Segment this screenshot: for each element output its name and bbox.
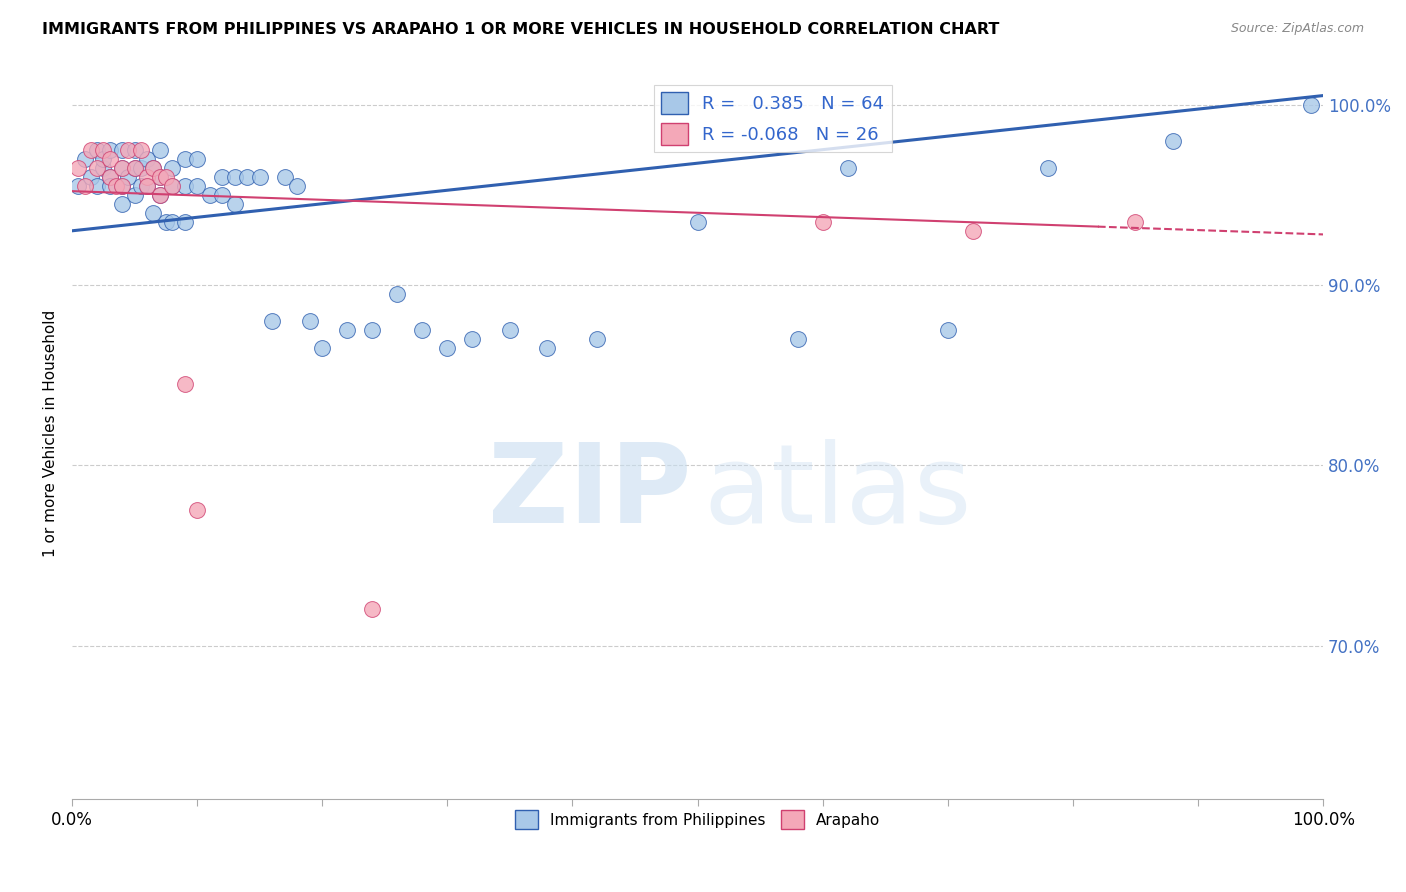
Text: atlas: atlas <box>704 439 973 546</box>
Point <box>1036 161 1059 175</box>
Point <box>124 187 146 202</box>
Point <box>936 323 959 337</box>
Point <box>91 152 114 166</box>
Point <box>387 287 409 301</box>
Point <box>136 152 159 166</box>
Point <box>86 161 108 175</box>
Point <box>91 143 114 157</box>
Point <box>86 178 108 193</box>
Point <box>73 152 96 166</box>
Point <box>160 161 183 175</box>
Point <box>186 152 208 166</box>
Point <box>962 224 984 238</box>
Point <box>98 178 121 193</box>
Point <box>111 161 134 175</box>
Point <box>411 323 433 337</box>
Point <box>67 178 90 193</box>
Point <box>149 143 172 157</box>
Point <box>361 323 384 337</box>
Point <box>461 332 484 346</box>
Point <box>686 215 709 229</box>
Point <box>129 143 152 157</box>
Point <box>155 169 177 184</box>
Point <box>173 178 195 193</box>
Point <box>1125 215 1147 229</box>
Point <box>149 187 172 202</box>
Point <box>211 187 233 202</box>
Point <box>173 215 195 229</box>
Point <box>111 178 134 193</box>
Point <box>160 178 183 193</box>
Point <box>236 169 259 184</box>
Point <box>73 178 96 193</box>
Point <box>436 341 458 355</box>
Point <box>586 332 609 346</box>
Point <box>142 206 165 220</box>
Point <box>136 178 159 193</box>
Point <box>336 323 359 337</box>
Point <box>136 169 159 184</box>
Point <box>361 602 384 616</box>
Point <box>98 169 121 184</box>
Point <box>173 377 195 392</box>
Point <box>117 169 139 184</box>
Text: ZIP: ZIP <box>488 439 692 546</box>
Point <box>160 215 183 229</box>
Point <box>136 178 159 193</box>
Text: IMMIGRANTS FROM PHILIPPINES VS ARAPAHO 1 OR MORE VEHICLES IN HOUSEHOLD CORRELATI: IMMIGRANTS FROM PHILIPPINES VS ARAPAHO 1… <box>42 22 1000 37</box>
Point <box>80 169 103 184</box>
Point <box>837 161 859 175</box>
Point <box>186 178 208 193</box>
Point <box>111 161 134 175</box>
Point <box>273 169 295 184</box>
Point <box>1299 97 1322 112</box>
Point <box>124 143 146 157</box>
Point <box>111 178 134 193</box>
Point <box>811 215 834 229</box>
Point <box>298 314 321 328</box>
Point <box>124 161 146 175</box>
Point <box>262 314 284 328</box>
Point <box>149 169 172 184</box>
Point <box>142 161 165 175</box>
Point <box>80 143 103 157</box>
Point <box>129 178 152 193</box>
Point <box>249 169 271 184</box>
Point <box>224 196 246 211</box>
Text: Source: ZipAtlas.com: Source: ZipAtlas.com <box>1230 22 1364 36</box>
Point <box>111 143 134 157</box>
Point <box>155 215 177 229</box>
Point <box>173 152 195 166</box>
Legend: Immigrants from Philippines, Arapaho: Immigrants from Philippines, Arapaho <box>509 805 886 835</box>
Point <box>160 178 183 193</box>
Point <box>91 161 114 175</box>
Point <box>536 341 558 355</box>
Point <box>86 143 108 157</box>
Point <box>499 323 522 337</box>
Point <box>786 332 808 346</box>
Point <box>186 503 208 517</box>
Point <box>149 169 172 184</box>
Point <box>311 341 333 355</box>
Point <box>67 161 90 175</box>
Y-axis label: 1 or more Vehicles in Household: 1 or more Vehicles in Household <box>44 310 58 558</box>
Point <box>1161 134 1184 148</box>
Point <box>98 169 121 184</box>
Point <box>285 178 308 193</box>
Point <box>104 178 127 193</box>
Point <box>98 143 121 157</box>
Point <box>124 161 146 175</box>
Point <box>142 161 165 175</box>
Point <box>98 152 121 166</box>
Point <box>117 143 139 157</box>
Point <box>111 196 134 211</box>
Point <box>211 169 233 184</box>
Point <box>149 187 172 202</box>
Point <box>129 161 152 175</box>
Point <box>224 169 246 184</box>
Point <box>198 187 221 202</box>
